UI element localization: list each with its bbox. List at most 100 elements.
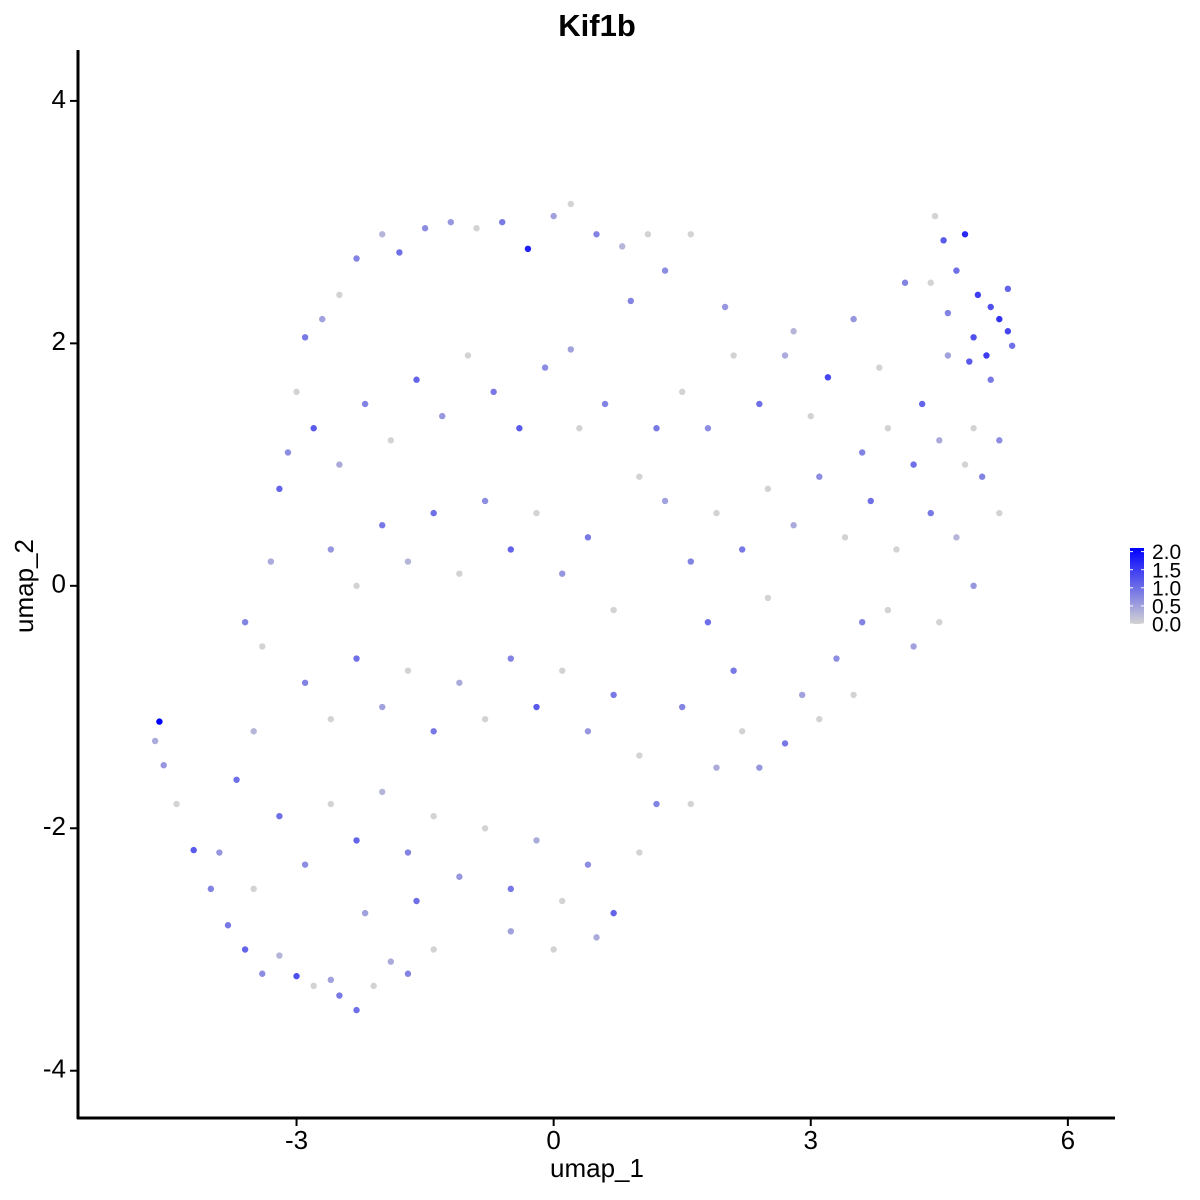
point — [953, 534, 960, 541]
point — [644, 231, 652, 238]
y-tick-label: 2 — [52, 326, 66, 356]
point — [533, 703, 540, 711]
x-tick-label: 6 — [1061, 1125, 1075, 1155]
point — [524, 245, 532, 253]
point — [430, 509, 437, 517]
point — [931, 212, 939, 220]
point — [259, 643, 266, 650]
point — [293, 388, 300, 396]
y-tick-label: 4 — [52, 84, 66, 114]
point — [336, 992, 343, 999]
point — [858, 449, 866, 456]
point — [293, 972, 300, 980]
point — [233, 776, 240, 783]
point — [276, 812, 283, 820]
point — [996, 437, 1003, 444]
x-tick-label: -3 — [285, 1125, 308, 1155]
colorbar — [1130, 548, 1144, 624]
point — [456, 873, 463, 880]
point — [679, 703, 686, 711]
point — [738, 728, 746, 735]
point — [1004, 328, 1012, 335]
point — [404, 667, 412, 674]
point — [738, 546, 746, 553]
point — [481, 497, 489, 505]
point — [533, 509, 540, 517]
point — [584, 728, 592, 735]
point — [421, 225, 429, 232]
point — [507, 928, 514, 935]
point — [867, 497, 874, 505]
point — [550, 212, 557, 220]
point — [507, 655, 514, 662]
colorbar-label: 0.0 — [1152, 614, 1181, 637]
point — [944, 352, 952, 359]
point — [361, 400, 369, 408]
point — [327, 715, 335, 723]
point — [764, 485, 772, 493]
point — [481, 825, 489, 832]
point — [507, 885, 514, 893]
point — [627, 297, 634, 305]
point — [756, 400, 763, 408]
point — [301, 861, 309, 868]
point — [593, 231, 600, 238]
point — [756, 764, 763, 771]
y-tick-label: -2 — [43, 811, 66, 841]
point — [961, 461, 969, 468]
point — [833, 655, 840, 662]
point — [404, 558, 412, 565]
point — [781, 740, 789, 747]
point — [216, 849, 223, 856]
colorbar-label: 1.0 — [1152, 577, 1181, 600]
point — [301, 334, 309, 341]
point — [404, 970, 412, 977]
point — [730, 352, 737, 359]
point — [284, 449, 292, 456]
point — [790, 328, 797, 335]
point — [996, 509, 1003, 517]
y-axis-label: umap_2 — [9, 539, 39, 633]
point — [730, 667, 737, 674]
point — [224, 922, 232, 929]
point — [310, 982, 317, 990]
point — [584, 534, 592, 541]
point — [978, 473, 986, 480]
point — [841, 534, 849, 541]
point — [327, 976, 335, 984]
point — [816, 473, 823, 480]
point — [974, 291, 982, 299]
point — [276, 485, 283, 493]
point — [816, 715, 823, 723]
point — [798, 691, 806, 699]
point — [687, 231, 694, 238]
x-axis-label: umap_1 — [550, 1153, 644, 1183]
point — [404, 849, 412, 856]
point — [413, 376, 420, 383]
point — [379, 231, 386, 238]
point — [970, 334, 977, 341]
point — [970, 582, 977, 590]
point — [636, 752, 643, 759]
point — [910, 643, 917, 650]
point — [910, 461, 917, 468]
point — [387, 437, 395, 444]
point — [713, 509, 720, 517]
point — [336, 461, 343, 468]
point — [353, 582, 360, 590]
point — [327, 546, 335, 553]
point — [387, 958, 395, 965]
point — [533, 837, 540, 844]
point — [1008, 342, 1016, 349]
point — [559, 570, 566, 577]
y-tick-label: -4 — [43, 1054, 66, 1084]
point — [379, 788, 386, 796]
point — [567, 200, 574, 208]
point — [481, 715, 489, 723]
point — [190, 846, 197, 854]
colorbar-label: 2.0 — [1152, 541, 1181, 564]
point — [966, 358, 973, 365]
point — [687, 558, 694, 565]
